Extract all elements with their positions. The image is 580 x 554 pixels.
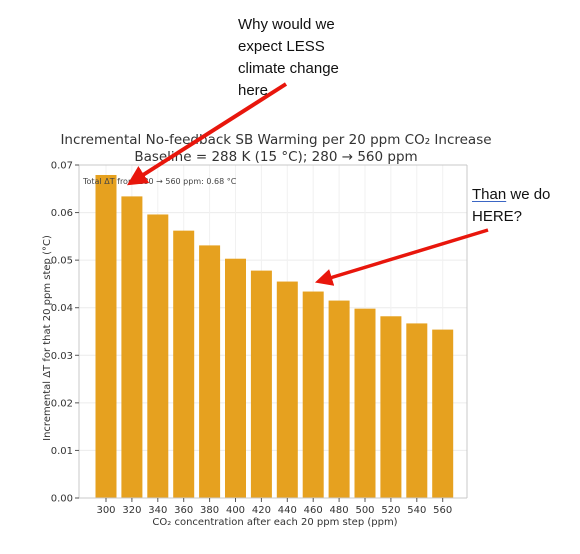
bar-540 (406, 323, 428, 498)
x-tick-label: 520 (381, 505, 400, 516)
y-tick-label: 0.01 (51, 446, 73, 457)
callout-2-rest: we do (506, 186, 551, 203)
y-tick-label: 0.00 (51, 494, 73, 505)
arrow-to-first-bar (126, 82, 288, 186)
bar-460 (302, 291, 324, 498)
plot-area (79, 165, 467, 498)
chart-title: Incremental No-feedback SB Warming per 2… (60, 132, 491, 148)
y-tick-label: 0.02 (51, 398, 73, 409)
bar-440 (276, 281, 298, 498)
y-axis-ticks: 0.00 0.01 0.02 0.03 0.04 0.05 0.06 0.07 (51, 161, 79, 505)
callout-than-here: Than we do HERE? (472, 184, 572, 228)
y-tick-label: 0.05 (51, 256, 73, 267)
y-tick-label: 0.03 (51, 351, 73, 362)
bars (95, 174, 454, 499)
x-tick-label: 340 (148, 505, 167, 516)
y-tick-label: 0.06 (51, 208, 73, 219)
x-tick-label: 560 (433, 505, 452, 516)
bar-480 (328, 300, 350, 498)
callout-2-underlined-word: Than (472, 186, 507, 203)
arrow-to-460-bar (314, 228, 489, 286)
x-tick-label: 360 (174, 505, 193, 516)
bar-520 (380, 316, 402, 498)
x-tick-label: 540 (407, 505, 426, 516)
x-tick-label: 440 (278, 505, 297, 516)
callout-2-line: Than we do (472, 184, 572, 206)
bar-560 (432, 329, 454, 498)
y-tick-label: 0.07 (51, 161, 73, 172)
chart-subtitle: Baseline = 288 K (15 °C); 280 → 560 ppm (134, 149, 417, 165)
bar-340 (147, 214, 169, 498)
callout-why-less-warming: Why would we expect LESS climate change … (238, 14, 378, 102)
x-tick-label: 460 (304, 505, 323, 516)
callout-1-line: Why would we (238, 16, 335, 33)
bar-380 (199, 245, 221, 498)
x-tick-label: 300 (96, 505, 115, 516)
callout-2-line: HERE? (472, 208, 523, 225)
x-tick-label: 320 (122, 505, 141, 516)
x-axis-label: CO₂ concentration after each 20 ppm step… (152, 517, 397, 528)
x-tick-label: 420 (252, 505, 271, 516)
x-axis-ticks: 300 320 340 360 380 400 420 440 460 480 500 520 540 5… (96, 498, 452, 516)
x-tick-label: 500 (355, 505, 374, 516)
bar-500 (354, 308, 376, 498)
bar-400 (225, 258, 246, 498)
bar-360 (173, 230, 195, 499)
y-axis-label: Incremental ΔT for that 20 ppm step (°C) (42, 235, 53, 441)
bar-420 (250, 270, 272, 498)
plot-frame (78, 164, 468, 499)
callout-1-line: here (238, 82, 269, 99)
x-tick-label: 380 (200, 505, 219, 516)
callout-1-line: expect LESS (238, 38, 325, 55)
bar-300 (95, 174, 117, 499)
x-tick-label: 400 (226, 505, 245, 516)
bar-320 (121, 196, 143, 498)
inset-total-label: Total ΔT from 280 → 560 ppm: 0.68 °C (82, 177, 237, 186)
callout-1-line: climate change (238, 60, 339, 77)
x-tick-label: 480 (330, 505, 349, 516)
y-tick-label: 0.04 (51, 303, 73, 314)
